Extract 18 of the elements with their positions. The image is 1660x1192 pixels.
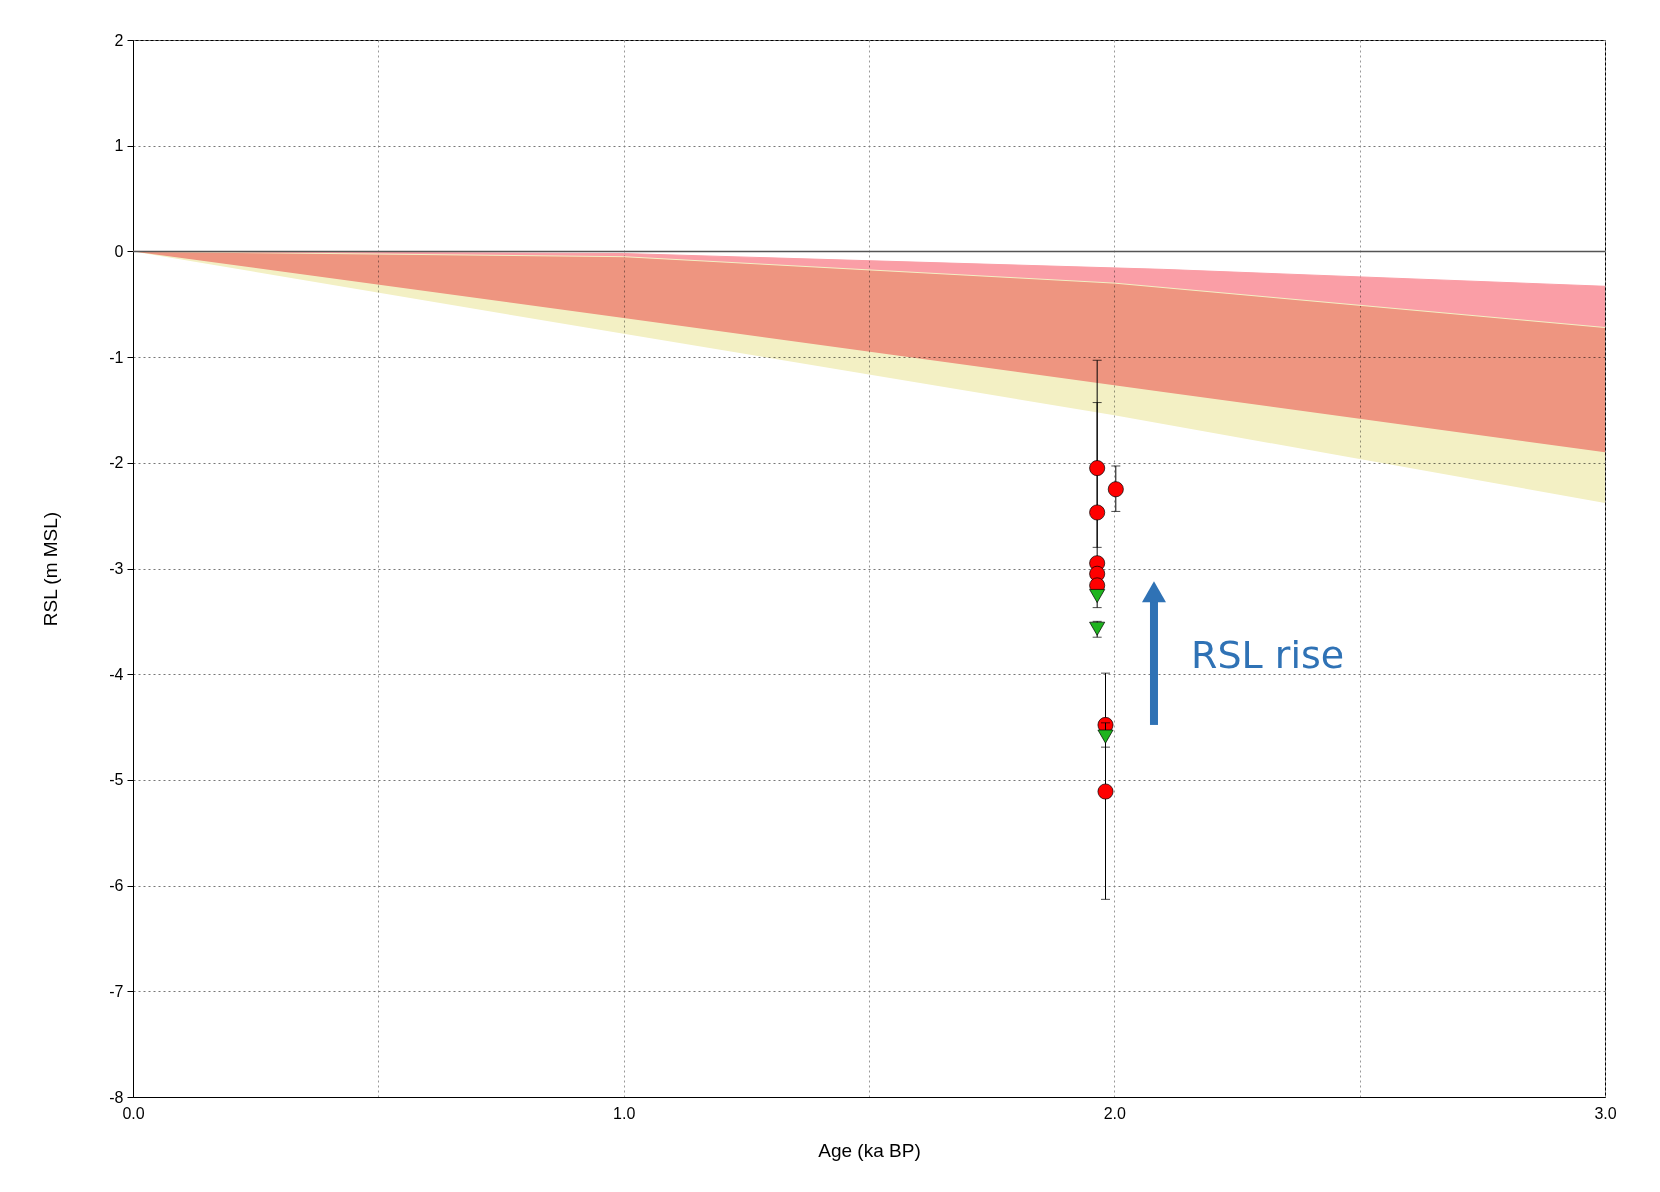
y-tick-label: -3 bbox=[109, 560, 124, 577]
y-tick-label: -1 bbox=[109, 348, 124, 366]
x-tick-label: 1.0 bbox=[613, 1104, 636, 1122]
y-tick-label: -8 bbox=[109, 1088, 124, 1106]
y-tick-label: -5 bbox=[109, 771, 124, 789]
annotation: RSL rise bbox=[1191, 633, 1345, 677]
x-axis-title: Age (ka BP) bbox=[818, 1139, 921, 1161]
x-tick-label: 2.0 bbox=[1103, 1104, 1127, 1122]
x-tick-label: 3.0 bbox=[1594, 1104, 1617, 1122]
y-tick-label: -7 bbox=[109, 982, 124, 1000]
y-tick-label: 2 bbox=[114, 31, 124, 49]
y-tick-label: -4 bbox=[109, 665, 124, 683]
y-tick-label: 1 bbox=[114, 137, 124, 155]
y-tick-label: -2 bbox=[109, 454, 124, 472]
x-tick-label: 0.0 bbox=[122, 1104, 145, 1122]
y-axis-title: RSL (m MSL) bbox=[40, 511, 62, 627]
y-tick-label: 0 bbox=[114, 242, 124, 260]
y-tick-label: -6 bbox=[109, 877, 124, 895]
